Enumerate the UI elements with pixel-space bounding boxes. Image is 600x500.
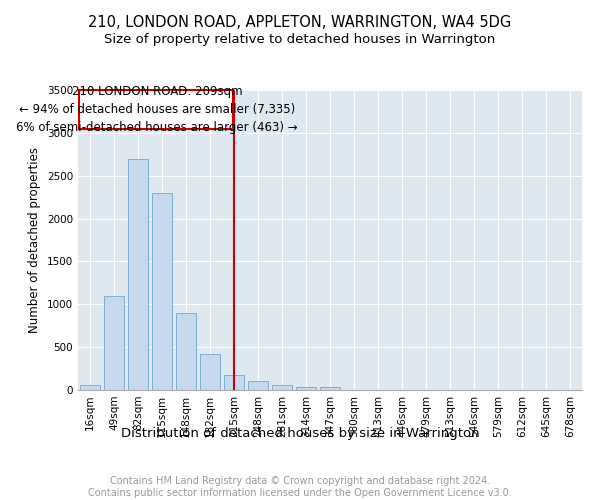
Text: Contains HM Land Registry data © Crown copyright and database right 2024.
Contai: Contains HM Land Registry data © Crown c… xyxy=(88,476,512,498)
Bar xyxy=(80,385,100,390)
Text: Size of property relative to detached houses in Warrington: Size of property relative to detached ho… xyxy=(104,32,496,46)
Bar xyxy=(128,158,148,390)
Bar xyxy=(176,313,196,390)
Bar xyxy=(152,193,172,390)
Bar xyxy=(248,380,268,390)
Bar xyxy=(200,354,220,390)
Bar xyxy=(296,386,316,390)
Bar xyxy=(320,388,340,390)
Bar xyxy=(104,296,124,390)
Text: Distribution of detached houses by size in Warrington: Distribution of detached houses by size … xyxy=(121,428,479,440)
Bar xyxy=(272,385,292,390)
Y-axis label: Number of detached properties: Number of detached properties xyxy=(28,147,41,333)
Bar xyxy=(79,90,233,128)
Bar xyxy=(224,376,244,390)
Text: 210 LONDON ROAD: 209sqm
← 94% of detached houses are smaller (7,335)
6% of semi-: 210 LONDON ROAD: 209sqm ← 94% of detache… xyxy=(16,85,298,134)
Text: 210, LONDON ROAD, APPLETON, WARRINGTON, WA4 5DG: 210, LONDON ROAD, APPLETON, WARRINGTON, … xyxy=(88,15,512,30)
